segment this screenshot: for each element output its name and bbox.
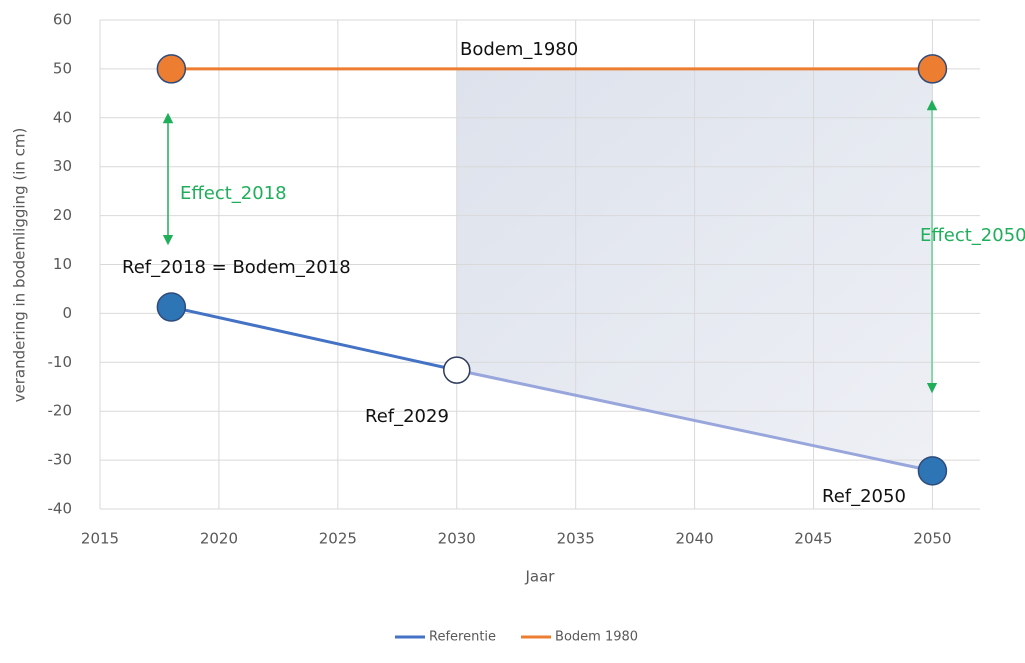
annotation: Bodem_1980 <box>460 39 578 60</box>
y-tick-label: -40 <box>48 500 73 518</box>
marker <box>917 456 948 486</box>
annotation: Ref_2029 <box>365 406 449 427</box>
legend-label: Bodem 1980 <box>555 630 638 645</box>
marker <box>443 356 471 384</box>
y-tick-label: 10 <box>53 255 72 273</box>
x-tick-label: 2025 <box>319 530 357 548</box>
marker <box>917 54 948 84</box>
y-tick-label: 60 <box>53 11 72 29</box>
x-axis-title: Jaar <box>525 568 556 586</box>
annotation: Effect_2050 <box>920 225 1025 246</box>
annotation: Effect_2018 <box>180 183 287 204</box>
legend-label: Referentie <box>429 630 496 645</box>
x-tick-label: 2035 <box>557 530 595 548</box>
y-tick-label: 40 <box>53 108 72 126</box>
x-tick-label: 2030 <box>438 530 476 548</box>
annotation: Ref_2050 <box>822 486 906 507</box>
x-tick-label: 2050 <box>913 530 951 548</box>
marker <box>156 54 187 84</box>
y-tick-label: -30 <box>48 451 73 469</box>
x-tick-label: 2015 <box>81 530 119 548</box>
y-tick-label: -10 <box>48 353 73 371</box>
y-tick-label: 0 <box>62 304 72 322</box>
y-tick-label: 50 <box>53 59 72 77</box>
x-tick-label: 2040 <box>676 530 714 548</box>
marker <box>156 292 187 322</box>
y-tick-label: 30 <box>53 157 72 175</box>
x-tick-label: 2020 <box>200 530 238 548</box>
annotation: Ref_2018 = Bodem_2018 <box>122 257 351 278</box>
y-axis-title: verandering in bodemligging (in cm) <box>11 128 29 403</box>
y-tick-label: -20 <box>48 402 73 420</box>
x-tick-label: 2045 <box>794 530 832 548</box>
y-tick-label: 20 <box>53 206 72 224</box>
